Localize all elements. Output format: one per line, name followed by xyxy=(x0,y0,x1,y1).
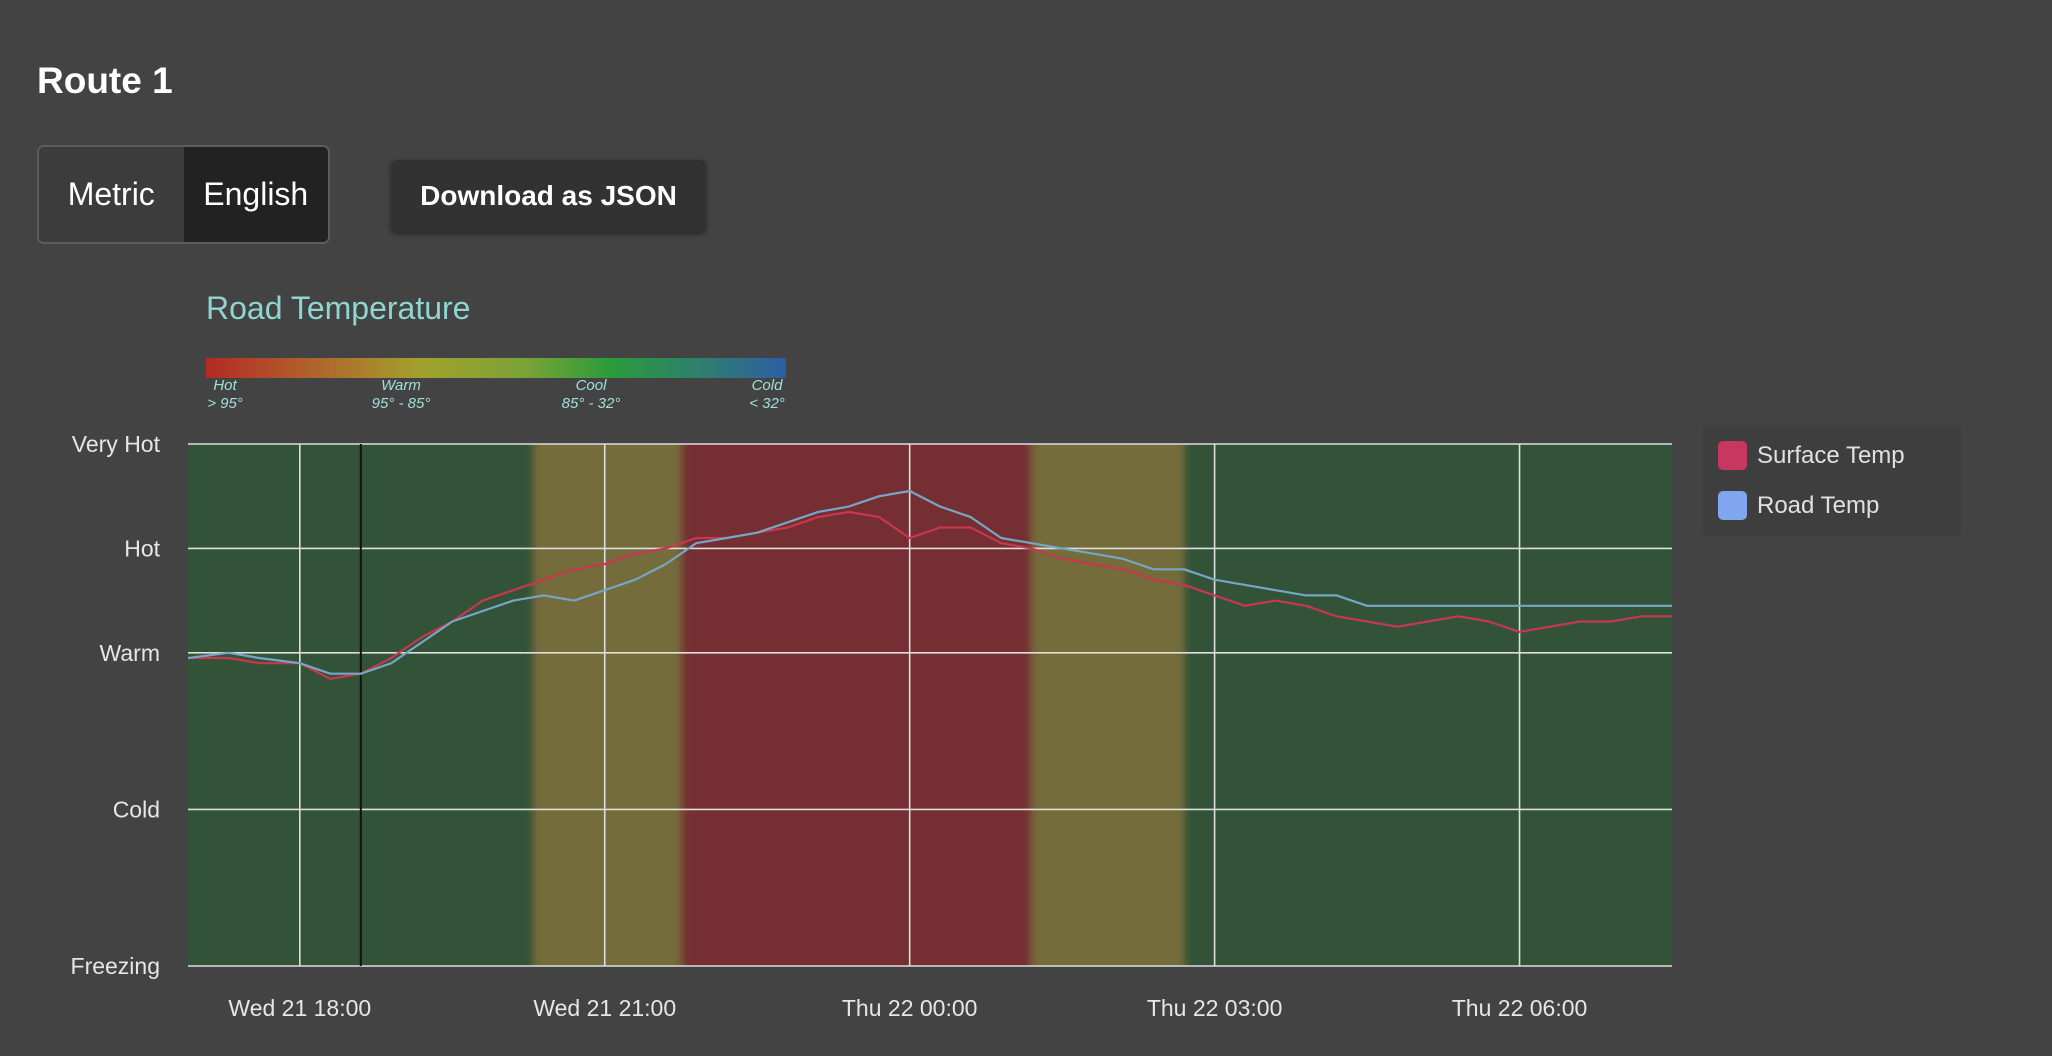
chart-legend: Surface Temp Road Temp xyxy=(1703,425,1961,536)
scale-label-cold: Cold < 32° xyxy=(749,377,785,412)
x-tick-label: Wed 21 21:00 xyxy=(533,995,676,1021)
x-axis-labels: Wed 21 18:00 Wed 21 21:00 Thu 22 00:00 Thu … xyxy=(228,995,1587,1021)
condition-band-warm xyxy=(533,444,681,966)
x-tick-label: Thu 22 06:00 xyxy=(1452,995,1588,1021)
temperature-scale-bar xyxy=(206,358,786,378)
download-json-button[interactable]: Download as JSON xyxy=(391,160,706,232)
legend-swatch xyxy=(1718,491,1747,520)
chart-series xyxy=(188,489,1672,681)
condition-band-cool xyxy=(1184,444,1672,966)
x-tick-label: Thu 22 03:00 xyxy=(1147,995,1283,1021)
x-tick-label: Thu 22 00:00 xyxy=(842,995,978,1021)
legend-item-road-temp[interactable]: Road Temp xyxy=(1718,491,1879,520)
y-tick-label: Warm xyxy=(100,640,160,666)
scale-label-hot: Hot > 95° xyxy=(207,377,243,412)
english-button[interactable]: English xyxy=(183,147,328,242)
page-title: Route 1 xyxy=(37,60,173,101)
series-line-road-temp xyxy=(188,489,1672,675)
chart-grid xyxy=(188,443,1672,967)
metric-button[interactable]: Metric xyxy=(39,147,184,242)
legend-label: Road Temp xyxy=(1757,491,1880,519)
condition-band-group xyxy=(188,444,1672,966)
legend-swatch xyxy=(1718,441,1747,470)
y-tick-label: Hot xyxy=(124,535,160,561)
y-axis-labels: Freezing Cold Warm Hot Very Hot xyxy=(71,431,161,979)
condition-band-hot xyxy=(1001,444,1032,966)
condition-bands xyxy=(188,444,1672,966)
x-tick-label: Wed 21 18:00 xyxy=(228,995,371,1021)
scale-label-warm: Warm 95° - 85° xyxy=(371,377,431,412)
legend-item-surface-temp[interactable]: Surface Temp xyxy=(1718,441,1905,470)
unit-toggle: Metric English xyxy=(37,145,330,244)
legend-label: Surface Temp xyxy=(1757,441,1905,469)
condition-band-hot xyxy=(691,444,1002,966)
y-tick-label: Very Hot xyxy=(72,431,161,457)
y-tick-label: Freezing xyxy=(71,953,160,979)
chart-title: Road Temperature xyxy=(206,290,471,326)
condition-band-warm xyxy=(1031,444,1185,966)
y-tick-label: Cold xyxy=(113,796,160,822)
condition-band-hot xyxy=(680,444,692,966)
scale-label-cool: Cool 85° - 32° xyxy=(561,377,621,412)
